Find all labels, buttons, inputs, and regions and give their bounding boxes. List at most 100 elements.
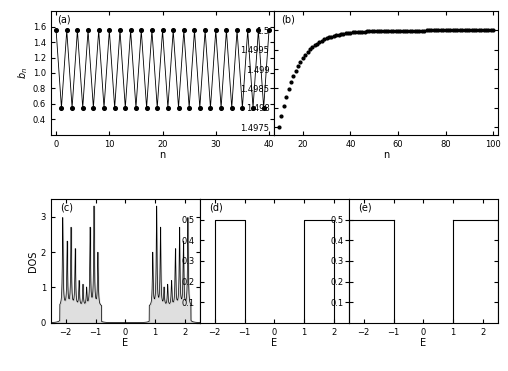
Point [299, 55, 307, 61]
Point [73, 27, 81, 33]
Point [361, 29, 369, 35]
Point [320, 36, 328, 42]
Text: (d): (d) [209, 203, 223, 213]
Point [451, 27, 459, 33]
Point [394, 28, 402, 34]
Point [356, 29, 364, 35]
Point [301, 52, 309, 58]
Point [463, 27, 471, 33]
Point [410, 27, 419, 33]
Point [389, 28, 397, 34]
Point [94, 27, 103, 33]
Point [325, 35, 333, 40]
Point [482, 27, 490, 33]
Point [432, 27, 440, 33]
Point [339, 31, 347, 37]
Text: (a): (a) [57, 15, 71, 25]
Point [308, 44, 316, 50]
Point [217, 105, 225, 111]
Point [289, 73, 297, 79]
Point [287, 79, 295, 85]
X-axis label: E: E [122, 338, 129, 348]
Point [292, 68, 300, 74]
Point [277, 113, 285, 119]
Point [323, 35, 331, 41]
Point [354, 29, 362, 35]
Point [453, 27, 461, 33]
Point [143, 105, 151, 111]
Point [280, 103, 288, 109]
Point [260, 105, 268, 111]
Point [372, 28, 380, 34]
X-axis label: n: n [383, 150, 389, 160]
Text: (c): (c) [60, 203, 73, 213]
Point [132, 105, 140, 111]
Point [385, 28, 393, 34]
Point [315, 39, 324, 45]
Point [201, 27, 209, 33]
Point [341, 30, 350, 36]
Point [164, 105, 172, 111]
Point [265, 27, 273, 33]
Point [111, 105, 119, 111]
Point [439, 27, 447, 33]
Point [441, 27, 450, 33]
Point [244, 27, 252, 33]
Point [458, 27, 466, 33]
Point [249, 105, 257, 111]
Point [311, 42, 319, 48]
Point [460, 27, 468, 33]
Point [403, 27, 411, 33]
Point [456, 27, 464, 33]
Point [489, 27, 497, 33]
Point [89, 105, 98, 111]
Point [153, 105, 162, 111]
Point [346, 30, 355, 36]
Point [375, 28, 383, 34]
Point [406, 27, 414, 33]
Point [344, 30, 352, 36]
X-axis label: n: n [160, 150, 166, 160]
Point [105, 27, 113, 33]
Point [84, 27, 92, 33]
Y-axis label: $b_n$: $b_n$ [16, 67, 30, 79]
Point [377, 28, 386, 34]
Point [434, 27, 442, 33]
Point [212, 27, 220, 33]
Y-axis label: DOS: DOS [28, 250, 38, 272]
Point [351, 29, 359, 35]
Point [206, 105, 214, 111]
Point [446, 27, 454, 33]
Point [382, 28, 390, 34]
Point [370, 28, 378, 34]
Point [57, 105, 66, 111]
Point [470, 27, 478, 33]
Point [418, 27, 426, 33]
Point [137, 27, 145, 33]
Point [169, 27, 177, 33]
Point [190, 27, 199, 33]
Point [196, 105, 204, 111]
Point [52, 27, 60, 33]
Point [238, 105, 246, 111]
Point [332, 32, 340, 38]
Point [392, 28, 400, 34]
Point [180, 27, 188, 33]
Point [475, 27, 483, 33]
Point [330, 33, 338, 39]
Point [334, 32, 342, 38]
Point [275, 124, 283, 130]
Point [296, 59, 304, 65]
Point [430, 27, 438, 33]
Point [282, 94, 290, 100]
Point [468, 27, 476, 33]
Point [401, 27, 409, 33]
Point [148, 27, 156, 33]
Point [413, 27, 421, 33]
Point [185, 105, 193, 111]
Text: (e): (e) [358, 203, 371, 213]
Point [408, 27, 416, 33]
Point [368, 28, 376, 34]
Point [327, 34, 335, 40]
Point [465, 27, 473, 33]
